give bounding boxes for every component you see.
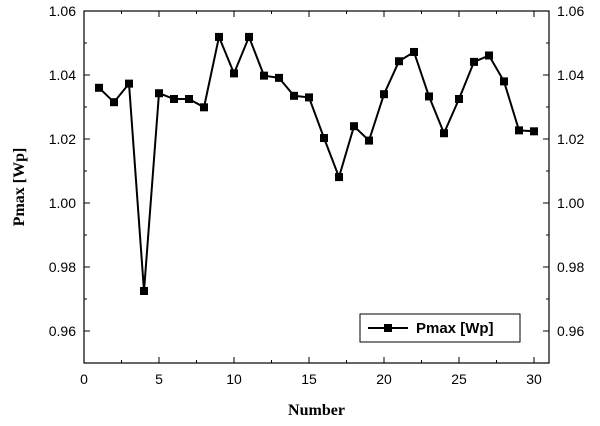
y-axis-right-ticks: 0.96 0.98 1.00 1.02 1.04 1.06 xyxy=(543,3,584,364)
data-point xyxy=(440,129,448,138)
y-tick-label-right: 1.06 xyxy=(557,3,584,19)
data-point xyxy=(470,57,478,66)
data-point xyxy=(320,134,328,143)
data-point xyxy=(215,32,223,41)
y-tick-label-right: 1.04 xyxy=(557,67,584,83)
data-point xyxy=(140,287,148,295)
x-tick-label: 30 xyxy=(526,371,542,387)
data-point xyxy=(230,69,238,78)
data-point xyxy=(515,126,523,135)
legend-label: Pmax [Wp] xyxy=(416,320,494,337)
data-point xyxy=(500,77,508,86)
y-tick-label-left: 1.00 xyxy=(49,195,76,211)
x-tick-label: 5 xyxy=(155,371,163,387)
y-tick-label-right: 0.98 xyxy=(557,259,584,275)
data-point xyxy=(200,103,208,112)
data-point xyxy=(305,93,313,102)
y-tick-label-left: 1.02 xyxy=(49,131,76,147)
data-point xyxy=(410,47,418,56)
legend: Pmax [Wp] xyxy=(359,313,521,343)
y-tick-label-right: 1.02 xyxy=(557,131,584,147)
data-point xyxy=(380,90,388,99)
x-axis-title: Number xyxy=(288,402,345,419)
plot-frame xyxy=(83,10,550,364)
y-axis-left-ticks: 0.96 0.98 1.00 1.02 1.04 1.06 xyxy=(49,3,90,364)
x-axis-ticks: 0 5 10 15 20 25 30 xyxy=(80,11,542,387)
y-tick-label-left: 1.06 xyxy=(49,3,76,19)
data-point xyxy=(530,127,538,136)
data-point xyxy=(350,122,358,131)
data-point xyxy=(290,91,298,100)
data-point xyxy=(155,89,163,98)
data-point xyxy=(275,73,283,82)
legend-marker-sample xyxy=(384,324,392,332)
data-point xyxy=(395,57,403,66)
data-point xyxy=(245,32,253,41)
data-point xyxy=(455,95,463,103)
series-group xyxy=(95,32,538,295)
data-point xyxy=(170,95,178,103)
x-tick-label: 0 xyxy=(80,371,88,387)
y-tick-label-left: 0.96 xyxy=(49,323,76,339)
data-point xyxy=(185,95,193,103)
plot-border xyxy=(83,10,550,364)
y-tick-label-left: 1.04 xyxy=(49,67,76,83)
y-tick-label-left: 0.98 xyxy=(49,259,76,275)
x-tick-label: 20 xyxy=(376,371,392,387)
data-point xyxy=(95,83,103,92)
y-axis-title: Pmax [Wp] xyxy=(11,148,28,227)
x-tick-label: 10 xyxy=(226,371,242,387)
x-tick-label: 25 xyxy=(451,371,467,387)
data-point xyxy=(335,173,343,182)
data-point xyxy=(260,71,268,80)
data-point xyxy=(365,136,373,145)
data-point xyxy=(425,92,433,101)
x-tick-label: 15 xyxy=(301,371,317,387)
data-point xyxy=(110,98,118,107)
data-point xyxy=(485,51,493,60)
series-line xyxy=(98,33,535,292)
y-tick-label-right: 0.96 xyxy=(557,323,584,339)
data-point xyxy=(125,79,133,88)
y-tick-label-right: 1.00 xyxy=(557,195,584,211)
